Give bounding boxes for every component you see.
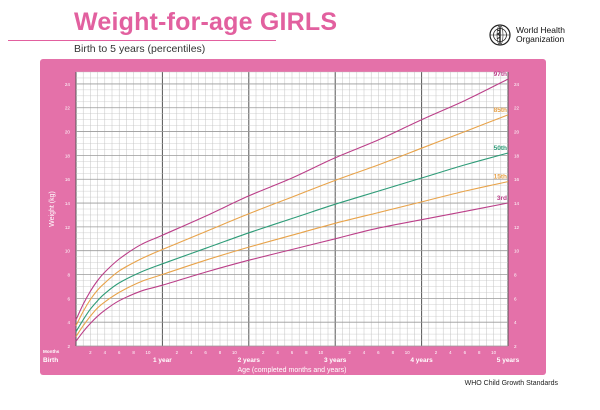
x-month-tick-label: 2: [262, 350, 265, 355]
x-month-tick-label: 8: [478, 350, 481, 355]
percentile-label-97th: 97th: [494, 71, 507, 78]
y-tick-label-left: 8: [67, 273, 70, 278]
y-tick-label-right: 6: [514, 296, 517, 301]
x-month-tick-label: 4: [449, 350, 452, 355]
y-tick-label-right: 12: [514, 225, 520, 230]
chart-subtitle: Birth to 5 years (percentiles): [74, 43, 206, 55]
x-month-tick-label: 6: [291, 350, 294, 355]
y-tick-label-right: 10: [514, 249, 520, 254]
x-month-tick-label: 10: [491, 350, 496, 355]
x-month-tick-label: 6: [204, 350, 207, 355]
x-year-label: 4 years: [410, 357, 433, 364]
y-tick-label-left: 22: [65, 106, 71, 111]
x-month-tick-label: 4: [190, 350, 193, 355]
percentile-curve-85th: [75, 114, 509, 326]
percentile-curve-15th: [75, 181, 509, 337]
x-month-tick-label: 10: [146, 350, 151, 355]
x-month-tick-label: 10: [318, 350, 323, 355]
x-month-tick-label: 6: [464, 350, 467, 355]
who-emblem-icon: [489, 24, 511, 46]
x-axis-title: Age (completed months and years): [238, 367, 347, 374]
x-month-tick-label: 2: [435, 350, 438, 355]
chart-title: Weight-for-age GIRLS: [74, 8, 338, 36]
who-logo: World Health Organization: [489, 24, 576, 46]
y-tick-label-right: 16: [514, 177, 520, 182]
x-month-tick-label: 4: [276, 350, 279, 355]
y-tick-label-right: 14: [514, 201, 520, 206]
y-tick-label-right: 24: [514, 82, 520, 87]
source-label: WHO Child Growth Standards: [464, 380, 558, 387]
y-tick-label-right: 22: [514, 106, 520, 111]
percentile-label-50th: 50th: [494, 145, 507, 152]
x-month-tick-label: 8: [219, 350, 222, 355]
x-month-tick-label: 4: [104, 350, 107, 355]
x-year-label: Birth: [43, 357, 58, 364]
percentile-label-3rd: 3rd: [497, 195, 507, 202]
y-tick-label-left: 6: [67, 296, 70, 301]
x-year-label: 3 years: [324, 357, 347, 364]
y-tick-label-right: 4: [514, 320, 517, 325]
y-tick-label-right: 18: [514, 153, 520, 158]
y-tick-label-right: 20: [514, 130, 520, 135]
y-tick-label-left: 24: [65, 82, 71, 87]
x-month-tick-label: 2: [89, 350, 92, 355]
y-tick-label-left: 10: [65, 249, 71, 254]
x-month-tick-label: 8: [392, 350, 395, 355]
who-name: World Health Organization: [516, 24, 565, 44]
percentile-curve-50th: [75, 152, 509, 332]
x-year-label: 5 years: [497, 357, 520, 364]
y-tick-label-left: 20: [65, 130, 71, 135]
x-month-tick-label: 2: [348, 350, 351, 355]
x-month-tick-label: 6: [377, 350, 380, 355]
x-month-tick-label: 6: [118, 350, 121, 355]
y-tick-label-left: 12: [65, 225, 71, 230]
percentile-curve-97th: [75, 78, 509, 321]
percentile-label-15th: 15th: [494, 174, 507, 181]
y-tick-label-right: 8: [514, 273, 517, 278]
y-tick-label-left: 2: [67, 344, 70, 349]
y-tick-label-right: 2: [514, 344, 517, 349]
x-month-tick-label: 4: [363, 350, 366, 355]
y-tick-label-left: 4: [67, 320, 70, 325]
x-year-label: 2 years: [238, 357, 261, 364]
y-tick-label-left: 18: [65, 153, 71, 158]
percentile-curve-3rd: [75, 202, 509, 342]
months-label: Months: [43, 349, 60, 354]
y-tick-label-left: 16: [65, 177, 71, 182]
y-axis-title: Weight (kg): [49, 191, 56, 227]
x-month-tick-label: 2: [176, 350, 179, 355]
x-month-tick-label: 10: [405, 350, 410, 355]
x-month-tick-label: 8: [132, 350, 135, 355]
x-month-tick-label: 10: [232, 350, 237, 355]
title-underline: [8, 40, 276, 41]
y-tick-label-left: 14: [65, 201, 71, 206]
x-year-label: 1 year: [153, 357, 172, 364]
x-month-tick-label: 8: [305, 350, 308, 355]
percentile-label-85th: 85th: [494, 107, 507, 114]
